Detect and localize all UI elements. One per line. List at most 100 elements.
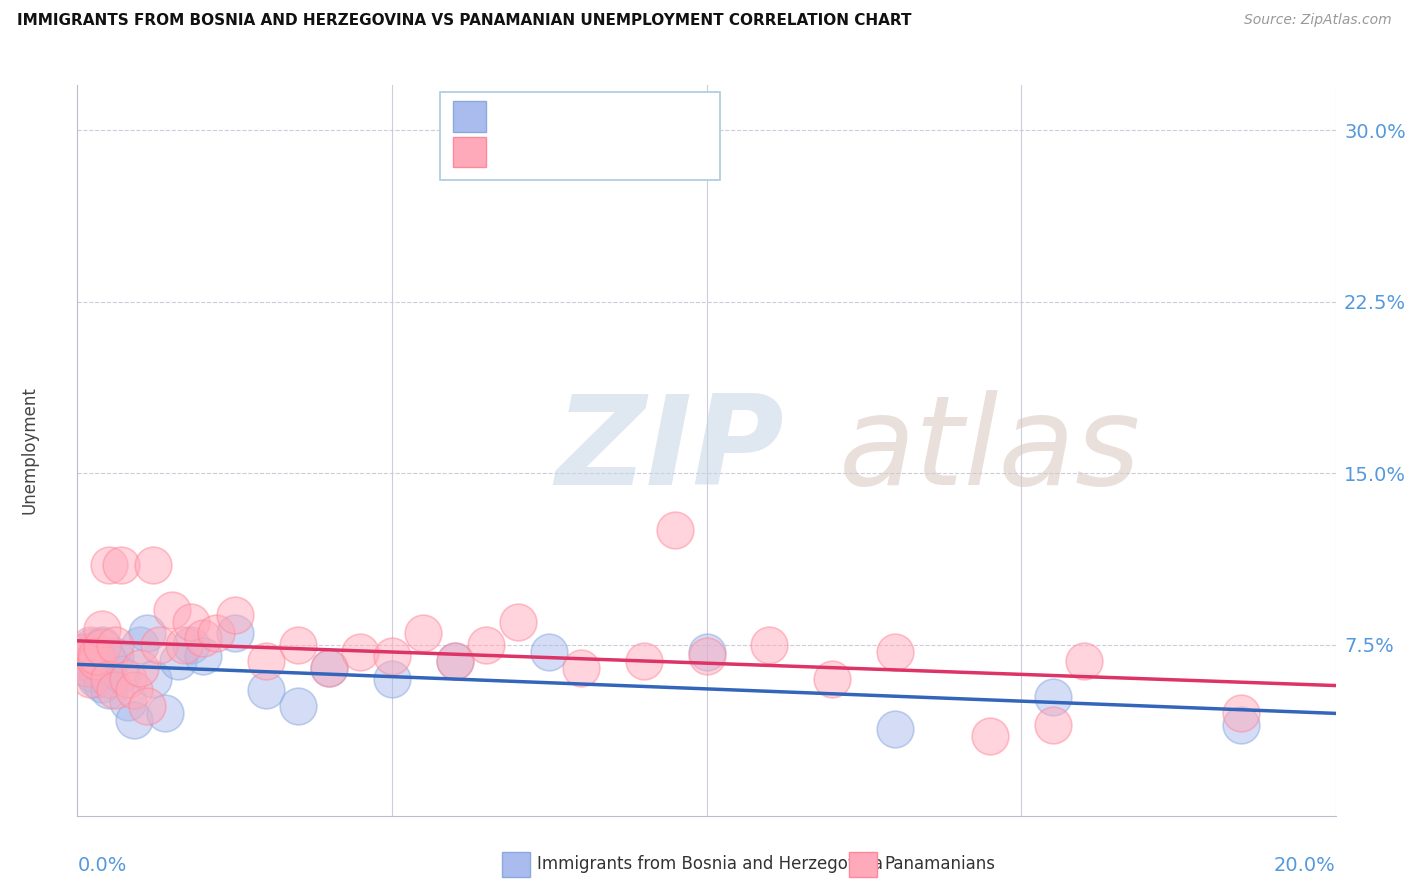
Point <box>148 638 170 652</box>
Point <box>224 608 246 623</box>
Point <box>97 683 120 698</box>
Point <box>122 683 145 698</box>
Text: Source: ZipAtlas.com: Source: ZipAtlas.com <box>1244 13 1392 28</box>
Point <box>91 622 114 636</box>
Text: 20.0%: 20.0% <box>1274 856 1336 875</box>
Point <box>444 654 467 668</box>
Point <box>475 638 498 652</box>
Point <box>91 676 114 690</box>
Text: IMMIGRANTS FROM BOSNIA AND HERZEGOVINA VS PANAMANIAN UNEMPLOYMENT CORRELATION CH: IMMIGRANTS FROM BOSNIA AND HERZEGOVINA V… <box>17 13 911 29</box>
Point <box>979 729 1001 743</box>
Text: Panamanians: Panamanians <box>884 855 995 873</box>
Text: R =: R = <box>496 110 536 128</box>
Point <box>254 654 277 668</box>
Point <box>76 660 98 674</box>
Point <box>1042 717 1064 731</box>
Point <box>1042 690 1064 705</box>
Point <box>117 695 139 709</box>
Point <box>318 660 340 674</box>
Point <box>129 660 152 674</box>
Point <box>76 660 98 674</box>
Point <box>664 524 686 538</box>
Point <box>180 638 202 652</box>
Point <box>135 626 157 640</box>
Point <box>79 638 101 652</box>
Point <box>1230 706 1253 721</box>
Point <box>696 649 718 664</box>
Point <box>72 654 94 668</box>
Point <box>104 638 127 652</box>
Text: 0.103: 0.103 <box>538 145 602 163</box>
Point <box>104 649 127 664</box>
Point <box>82 667 104 681</box>
Point <box>569 660 592 674</box>
Point <box>287 638 309 652</box>
Point <box>91 640 114 654</box>
Point <box>142 672 165 686</box>
Point <box>1230 717 1253 731</box>
Text: R =: R = <box>496 145 536 163</box>
Point <box>84 660 107 674</box>
Point <box>349 644 371 658</box>
Point <box>104 683 127 698</box>
Point <box>287 699 309 714</box>
Point <box>160 603 183 617</box>
Text: N =: N = <box>614 145 666 163</box>
Point <box>538 644 561 658</box>
Point <box>155 706 177 721</box>
Text: 36: 36 <box>661 110 686 128</box>
Text: 0.0%: 0.0% <box>77 856 127 875</box>
Point <box>444 654 467 668</box>
Text: Unemployment: Unemployment <box>21 386 38 515</box>
Point <box>84 672 107 686</box>
Text: 47: 47 <box>661 145 686 163</box>
Text: -0.203: -0.203 <box>538 110 603 128</box>
Point <box>79 672 101 686</box>
Point <box>84 649 107 664</box>
Point <box>821 672 844 686</box>
Point <box>173 638 195 652</box>
Point <box>77 647 100 661</box>
Point <box>167 654 190 668</box>
Point <box>1073 654 1095 668</box>
Point <box>884 644 907 658</box>
Point <box>506 615 529 629</box>
Point <box>142 558 165 572</box>
Point <box>73 644 96 658</box>
Point <box>110 558 132 572</box>
Point <box>180 615 202 629</box>
Point <box>381 672 404 686</box>
Point <box>412 626 434 640</box>
Point <box>110 667 132 681</box>
Point <box>191 649 215 664</box>
Point <box>79 654 101 668</box>
Point <box>97 654 120 668</box>
Point <box>758 638 780 652</box>
Point <box>884 723 907 737</box>
Point <box>117 672 139 686</box>
Point <box>91 638 114 652</box>
Point <box>318 660 340 674</box>
Text: atlas: atlas <box>838 390 1140 511</box>
Point <box>80 640 103 654</box>
Point <box>72 654 94 668</box>
Point <box>77 647 100 661</box>
Point <box>633 654 655 668</box>
Point <box>97 672 120 686</box>
Point <box>84 649 107 664</box>
Point <box>122 713 145 727</box>
Point <box>224 626 246 640</box>
Point <box>97 558 120 572</box>
Point <box>696 644 718 658</box>
Text: Immigrants from Bosnia and Herzegovina: Immigrants from Bosnia and Herzegovina <box>537 855 883 873</box>
Point <box>135 699 157 714</box>
Point <box>204 626 226 640</box>
Point <box>73 644 96 658</box>
Point <box>191 631 215 645</box>
Point <box>84 654 107 668</box>
Point <box>129 638 152 652</box>
Point <box>381 649 404 664</box>
Text: ZIP: ZIP <box>555 390 785 511</box>
Point <box>254 683 277 698</box>
Text: N =: N = <box>614 110 666 128</box>
